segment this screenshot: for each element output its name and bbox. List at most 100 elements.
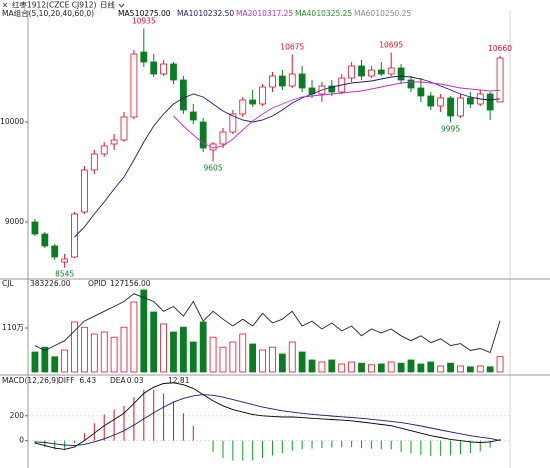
candle-body <box>31 221 39 235</box>
volume-bar <box>239 333 247 373</box>
volume-bar <box>150 311 158 373</box>
ma-line <box>173 81 501 149</box>
candle-body <box>259 86 266 105</box>
volume-bar <box>278 353 286 373</box>
candle-body <box>417 87 425 97</box>
candle-body <box>120 116 128 141</box>
candle-body <box>486 93 494 111</box>
series-legend-value: 0.03 <box>127 376 144 385</box>
ma-legend-name: MA5 <box>118 9 135 18</box>
candle-body <box>298 73 306 89</box>
candle-body <box>41 233 49 247</box>
candle-body <box>407 79 415 89</box>
candle-body <box>348 65 356 79</box>
volume-bar <box>269 346 276 373</box>
series-legend-name: DIFF <box>58 376 75 385</box>
price-annotation: 9995 <box>441 125 460 134</box>
candle-body <box>288 73 296 87</box>
candle-body <box>447 97 454 117</box>
volume-bar <box>358 362 365 373</box>
candle-body <box>368 69 375 77</box>
candle-body <box>61 258 69 263</box>
volume-bar <box>318 361 326 373</box>
macd-legend-title: MACD(12,26,9) <box>2 376 59 385</box>
series-legend-name: OPID <box>88 279 107 288</box>
ma-legend-name: MA40 <box>295 9 316 18</box>
volume-bar <box>90 333 98 373</box>
candle-body <box>229 113 237 133</box>
volume-bar <box>160 323 167 373</box>
volume-bar <box>457 365 464 373</box>
volume-bar <box>427 361 435 373</box>
volume-bar <box>199 321 207 373</box>
macd-line <box>34 382 501 450</box>
ma-legend-value: 10232.50 <box>198 9 234 18</box>
candle-body <box>328 85 336 93</box>
ma-legend-value: 10275.00 <box>135 9 171 18</box>
close-icon[interactable] <box>2 2 8 8</box>
volume-legend-value: 383226.00 <box>30 279 71 288</box>
volume-bar <box>120 326 128 373</box>
volume-bar <box>130 301 138 373</box>
volume-bar <box>61 349 69 373</box>
macd-legend-value: 12.81 <box>168 376 190 385</box>
price-annotation: 10935 <box>132 17 156 26</box>
candle-body <box>81 169 88 213</box>
volume-bar <box>249 343 257 373</box>
volume-bar <box>179 326 187 373</box>
candle-body <box>387 67 395 75</box>
candle-body <box>140 51 148 63</box>
volume-bar <box>476 365 484 373</box>
candle-body <box>219 131 227 145</box>
candle-body <box>199 121 207 149</box>
candle-body <box>457 97 464 117</box>
candle-body <box>377 69 385 75</box>
volume-bar <box>387 361 395 373</box>
volume-bar <box>348 361 356 373</box>
volume-bar <box>288 341 296 373</box>
y-tick-label: 110万 <box>2 323 24 332</box>
volume-bar <box>407 359 415 373</box>
candle-body <box>278 75 286 87</box>
volume-bar <box>100 331 108 373</box>
candle-body <box>100 145 108 155</box>
volume-bar <box>308 359 316 373</box>
volume-bar <box>81 326 88 373</box>
y-tick-label: 10000 <box>0 117 24 126</box>
volume-bar <box>170 331 177 373</box>
ma-legend-name: MA60 <box>354 9 375 18</box>
volume-legend-name: CJL <box>2 279 14 288</box>
period-dropdown[interactable] <box>118 3 125 8</box>
candle-body <box>427 95 435 107</box>
volume-bar <box>417 363 425 373</box>
volume-bar <box>397 362 405 373</box>
candle-body <box>269 75 276 88</box>
y-tick-label: 0 <box>19 436 24 445</box>
ma-legend-name: MA10 <box>177 9 198 18</box>
candle-body <box>249 99 257 105</box>
volume-bar <box>368 364 375 373</box>
price-annotation: 10660 <box>488 44 512 53</box>
period[interactable]: 日线 <box>100 0 115 10</box>
candle-body <box>496 57 504 103</box>
y-tick-label: 9000 <box>5 217 24 226</box>
candle-body <box>437 97 445 107</box>
volume-bar <box>219 346 227 373</box>
series-legend-value: 6.43 <box>79 376 96 385</box>
volume-bar <box>51 356 59 373</box>
candle-body <box>51 245 59 258</box>
candle-body <box>110 139 118 145</box>
y-tick-label: 200 <box>10 411 25 420</box>
volume-bar <box>41 346 49 373</box>
price-annotation: 10675 <box>280 43 304 52</box>
candle-body <box>160 63 167 75</box>
symbol: 红枣1912(CZCE CJ912) <box>12 0 97 10</box>
ma-legend-value: 10250.25 <box>375 9 411 18</box>
volume-bar <box>71 321 78 373</box>
volume-bar <box>466 366 474 373</box>
volume-bar <box>209 336 217 373</box>
ma-line <box>74 75 501 238</box>
candle-body <box>397 67 405 81</box>
price-annotation: 9605 <box>204 164 223 173</box>
